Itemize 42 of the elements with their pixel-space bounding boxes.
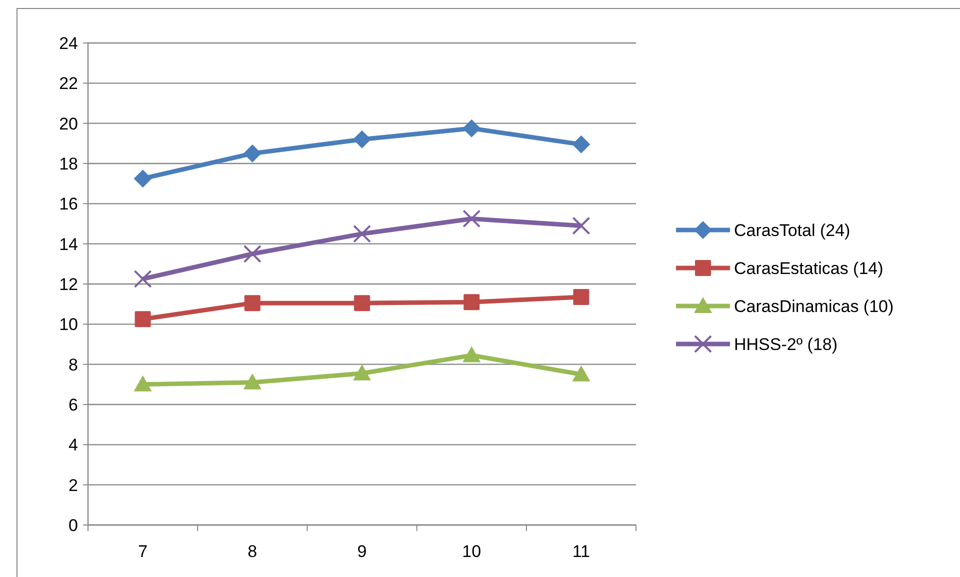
point xyxy=(464,294,480,310)
legend-label: HHSS-2º (18) xyxy=(734,334,838,354)
point xyxy=(243,144,262,162)
point xyxy=(243,244,262,263)
point xyxy=(353,364,371,380)
legend-label: CarasEstaticas (14) xyxy=(734,258,884,278)
point xyxy=(462,210,481,228)
point xyxy=(573,289,590,306)
y-tick-label: 22 xyxy=(59,74,78,94)
point xyxy=(572,216,590,235)
y-tick-label: 14 xyxy=(59,234,78,254)
y-tick-label: 0 xyxy=(68,516,78,535)
point xyxy=(572,135,590,154)
y-tick-label: 2 xyxy=(68,476,78,495)
y-tick-label: 16 xyxy=(59,194,78,214)
point xyxy=(353,130,371,148)
y-tick-label: 10 xyxy=(59,315,78,334)
point xyxy=(244,295,260,312)
y-tick-label: 18 xyxy=(59,154,78,174)
point xyxy=(462,119,481,138)
y-tick-label: 24 xyxy=(59,34,78,53)
y-tick-label: 6 xyxy=(68,395,78,414)
legend-label: CarasTotal (24) xyxy=(734,220,850,240)
point xyxy=(354,295,370,312)
x-tick-label: 11 xyxy=(572,542,590,561)
point xyxy=(134,375,152,392)
y-tick-label: 20 xyxy=(59,114,78,134)
x-tick-label: 8 xyxy=(248,542,258,561)
y-tick-label: 4 xyxy=(68,436,78,455)
point xyxy=(134,270,152,288)
point xyxy=(462,346,481,362)
point xyxy=(353,224,371,243)
point xyxy=(134,170,152,188)
point xyxy=(572,365,590,382)
x-tick-label: 7 xyxy=(138,542,148,561)
point xyxy=(243,373,262,390)
y-tick-label: 8 xyxy=(68,355,78,374)
y-tick-label: 12 xyxy=(59,274,78,294)
x-tick-label: 9 xyxy=(357,542,367,561)
legend-label: CarasDinamicas (10) xyxy=(734,296,894,316)
point xyxy=(134,311,151,328)
x-tick-label: 10 xyxy=(462,542,482,561)
